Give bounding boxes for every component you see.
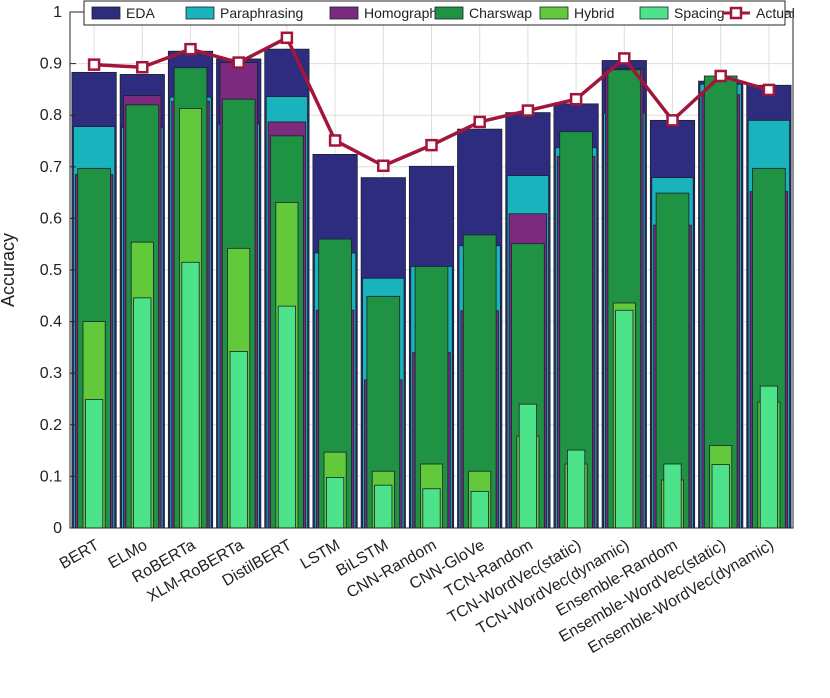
actual-point-elmo xyxy=(136,60,149,74)
legend-label-hybrid: Hybrid xyxy=(574,5,614,21)
legend-swatch-charswap xyxy=(434,6,464,20)
actual-point-tcn-wordvec(dynamic) xyxy=(618,52,631,65)
legend-swatch-spacing xyxy=(639,6,669,20)
bar-spacing-distilbert xyxy=(277,305,296,529)
bar-spacing-bert xyxy=(85,399,104,529)
legend-label-actual: Actual xyxy=(756,5,795,21)
y-axis-label: Accuracy xyxy=(0,233,18,307)
y-tick-label: 0.7 xyxy=(40,159,62,176)
actual-point-tcn-random xyxy=(521,104,535,117)
actual-line xyxy=(87,31,776,173)
bar-spacing-tcn-random xyxy=(518,403,537,529)
actual-point-ensemble-random xyxy=(666,114,679,127)
legend-label-eda: EDA xyxy=(126,5,155,21)
legend-label-charswap: Charswap xyxy=(469,5,532,21)
y-tick-label: 0.2 xyxy=(40,417,62,434)
bar-spacing-cnn-glove xyxy=(470,490,489,529)
bar-spacing-xlm-roberta xyxy=(229,351,248,529)
y-tick-labels: 0 0.1 0.2 0.3 0.4 0.5 0.6 0.7 0.8 0.9 1 xyxy=(40,4,62,537)
bar-spacing-ensemble-random xyxy=(663,463,682,529)
actual-point-lstm xyxy=(328,134,342,147)
actual-point-cnn-random xyxy=(425,138,438,152)
bar-spacing-cnn-random xyxy=(422,488,441,529)
y-tick-label: 0.4 xyxy=(40,314,62,331)
bar-spacing-roberta xyxy=(181,261,200,529)
y-tick-label: 0.5 xyxy=(40,262,62,279)
legend-swatch-hybrid xyxy=(539,6,569,20)
actual-point-ensemble-wordvec(dynamic) xyxy=(762,83,776,97)
actual-point-tcn-wordvec(static) xyxy=(569,92,583,106)
bar-spacing-lstm xyxy=(326,477,345,529)
actual-point-ensemble-wordvec(static) xyxy=(714,69,727,83)
y-tick-label: 1 xyxy=(53,4,62,21)
actual-point-cnn-glove xyxy=(473,115,486,129)
y-tick-label: 0.9 xyxy=(40,56,62,73)
actual-point-distilbert xyxy=(280,31,294,45)
y-tick-label: 0.8 xyxy=(40,107,62,124)
legend-label-paraphrasing: Paraphrasing xyxy=(220,5,303,21)
legend-swatch-eda xyxy=(91,6,121,20)
y-tick-label: 0.3 xyxy=(40,365,62,382)
bar-spacing-elmo xyxy=(133,297,152,529)
actual-point-bilstm xyxy=(377,159,390,173)
legend-swatch-marker-actual xyxy=(729,6,743,20)
actual-point-roberta xyxy=(184,42,197,56)
y-tick-label: 0.6 xyxy=(40,210,62,227)
bar-spacing-tcn-wordvec(dynamic) xyxy=(615,309,634,529)
bar-spacing-ensemble-wordvec(dynamic) xyxy=(759,385,778,529)
bar-spacing-ensemble-wordvec(static) xyxy=(711,464,730,529)
bar-spacing-bilstm xyxy=(374,484,393,529)
bar-spacing-tcn-wordvec(static) xyxy=(567,449,586,529)
legend-swatch-paraphrasing xyxy=(185,6,215,20)
y-tick-label: 0.1 xyxy=(40,468,62,485)
y-tick-label: 0 xyxy=(53,520,62,537)
bars xyxy=(71,48,792,529)
actual-point-bert xyxy=(87,58,101,71)
legend: EDA Paraphrasing Homograph Charswap Hybrid Sp… xyxy=(83,0,795,26)
legend-label-spacing: Spacing xyxy=(674,5,725,21)
legend-label-homograph: Homograph xyxy=(364,5,437,21)
legend-swatch-homograph xyxy=(329,6,359,20)
actual-point-xlm-roberta xyxy=(232,56,245,69)
